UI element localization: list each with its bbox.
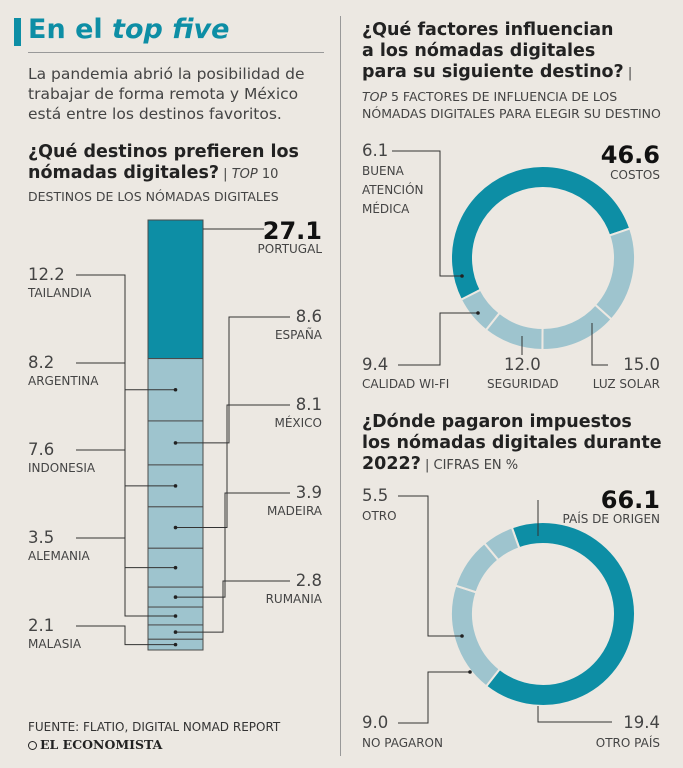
impuestos-heading-line1: ¿Dónde pagaron impuestos (362, 412, 632, 432)
source-note: FUENTE: FLATIO, DIGITAL NOMAD REPORT (28, 720, 281, 734)
label-calidad-wi-fi: CALIDAD WI-FI (362, 377, 450, 391)
leader-espana (173, 316, 290, 445)
label-espana: ESPAÑA (274, 328, 322, 342)
value-rumania: 2.8 (295, 571, 322, 590)
label-mexico: MÉXICO (274, 416, 322, 430)
destinos-subtitle: DESTINOS DE LOS NÓMADAS DIGITALES (28, 189, 279, 204)
label-alemania: ALEMANIA (28, 549, 90, 563)
value-no-pagaron: 9.0 (362, 713, 389, 732)
value-madeira: 3.9 (295, 483, 322, 502)
impuestos-heading-line2: los nómadas digitales durante (362, 433, 662, 453)
factores-heading-separator: | (623, 66, 633, 81)
value-calidad-wi-fi: 9.4 (362, 355, 389, 374)
leader-calidad-wi-fi (398, 311, 480, 366)
factores-subtitle-top: TOP (362, 89, 388, 104)
label-malasia: MALASIA (28, 637, 82, 651)
value-otro-pais: 19.4 (623, 713, 660, 732)
destinos-heading-top: TOP (231, 167, 258, 182)
destinos-heading-count: 10 (257, 167, 279, 182)
leader-tailandia (76, 274, 178, 392)
label-buena-atencion-medica-line2: ATENCIÓN (362, 183, 424, 197)
label-rumania: RUMANIA (265, 592, 322, 606)
leader-buena-atencion-medica (392, 150, 464, 278)
slice-pais-de-origen (484, 521, 636, 707)
leader-argentina (76, 362, 178, 488)
leader-malasia (76, 625, 178, 647)
value-portugal: 27.1 (262, 217, 322, 245)
value-malasia: 2.1 (28, 616, 55, 635)
value-otro: 5.5 (362, 486, 389, 505)
factores-subtitle: TOP 5 FACTORES DE INFLUENCIA DE LOS NÓMA… (362, 88, 661, 122)
leader-otro (398, 495, 464, 638)
factores-subtitle-line1: 5 FACTORES DE INFLUENCIA DE LOS (387, 89, 618, 104)
leader-otro-pais (537, 706, 612, 723)
value-argentina: 8.2 (28, 353, 55, 372)
slice-costos (450, 165, 632, 302)
brand-globe-icon (28, 741, 37, 750)
impuestos-heading-unit: CIFRAS EN % (433, 458, 519, 473)
value-indonesia: 7.6 (28, 440, 55, 459)
label-buena-atencion-medica-line1: BUENA (362, 164, 404, 178)
leader-alemania (76, 537, 178, 618)
factores-heading: ¿Qué factores influencian a los nómadas … (362, 20, 632, 84)
brand-logo: EL ECONOMISTA (28, 737, 162, 752)
label-otro-pais: OTRO PAÍS (595, 736, 660, 750)
label-argentina: ARGENTINA (28, 374, 99, 388)
label-costos: COSTOS (610, 168, 660, 182)
label-indonesia: INDONESIA (28, 461, 96, 475)
impuestos-heading-line3: 2022? (362, 454, 421, 474)
slice-buena-atencion-medica (459, 288, 501, 332)
bar-segment-portugal (147, 219, 204, 360)
leader-no-pagaron (398, 670, 472, 724)
value-espana: 8.6 (295, 307, 322, 326)
impuestos-heading-separator: | (420, 458, 434, 473)
label-luz-solar: LUZ SOLAR (592, 377, 660, 391)
factores-subtitle-line2: NÓMADAS DIGITALES PARA ELEGIR SU DESTINO (362, 106, 661, 121)
page-title-prefix: En el (28, 14, 113, 45)
label-buena-atencion-medica-line3: MÉDICA (362, 202, 410, 216)
label-tailandia: TAILANDIA (28, 286, 92, 300)
value-luz-solar: 15.0 (623, 355, 660, 374)
leader-indonesia (76, 449, 178, 570)
title-accent-bar (14, 18, 21, 46)
destinos-heading-line2: nómadas digitales? (28, 163, 220, 183)
value-seguridad: 12.0 (504, 355, 541, 374)
value-pais-de-origen: 66.1 (600, 486, 660, 514)
label-no-pagaron: NO PAGARON (362, 736, 443, 750)
slice-otro (482, 526, 521, 562)
factores-heading-line2: a los nómadas digitales (362, 41, 596, 61)
title-rule (28, 52, 324, 53)
value-mexico: 8.1 (295, 395, 322, 414)
label-portugal: PORTUGAL (257, 242, 322, 256)
leader-rumania (173, 580, 290, 634)
page-title-emphasis: top five (112, 14, 230, 45)
value-tailandia: 12.2 (28, 265, 65, 284)
intro-text: La pandemia abrió la posibilidad de trab… (28, 65, 305, 123)
label-pais-de-origen: PAÍS DE ORIGEN (562, 512, 660, 526)
destinos-heading: ¿Qué destinos prefieren los nómadas digi… (28, 142, 299, 185)
destinos-heading-line1: ¿Qué destinos prefieren los (28, 142, 299, 162)
factores-heading-line1: ¿Qué factores influencian (362, 20, 614, 40)
column-divider (340, 16, 341, 756)
label-seguridad: SEGURIDAD (487, 377, 559, 391)
value-costos: 46.6 (600, 141, 660, 169)
page-title: En el top five (28, 14, 229, 45)
leader-luz-solar (591, 323, 608, 366)
value-buena-atencion-medica: 6.1 (362, 141, 389, 160)
leader-madeira (173, 492, 290, 599)
value-alemania: 3.5 (28, 528, 55, 547)
brand-name: EL ECONOMISTA (40, 737, 163, 752)
factores-heading-line3: para su siguiente destino? (362, 62, 624, 82)
label-madeira: MADEIRA (267, 504, 322, 518)
label-otro: OTRO (362, 509, 397, 523)
impuestos-heading: ¿Dónde pagaron impuestos los nómadas dig… (362, 412, 662, 476)
destinos-heading-separator: | (219, 167, 232, 182)
leader-mexico (173, 404, 290, 530)
